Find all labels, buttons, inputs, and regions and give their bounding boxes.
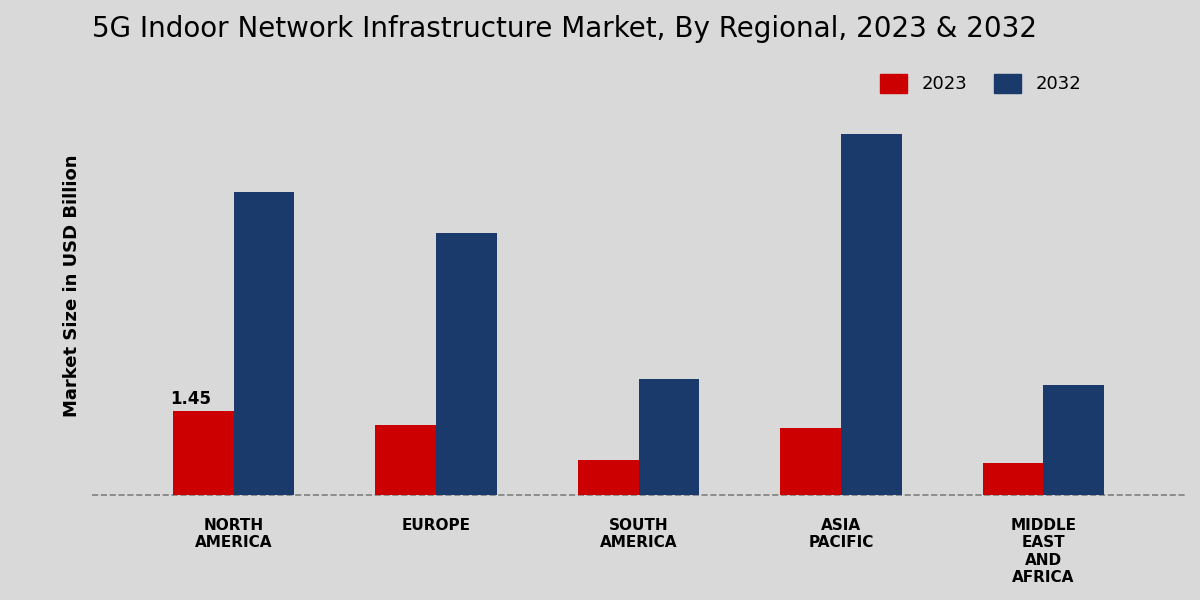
Bar — [234, 192, 294, 496]
Bar — [841, 134, 901, 496]
Legend: 2023, 2032: 2023, 2032 — [872, 67, 1088, 101]
Bar — [983, 463, 1043, 496]
Y-axis label: Market Size in USD Billion: Market Size in USD Billion — [62, 154, 82, 416]
Bar — [1043, 385, 1104, 496]
Bar — [436, 233, 497, 496]
Text: 1.45: 1.45 — [170, 390, 211, 408]
Bar — [638, 379, 700, 496]
Bar — [578, 460, 638, 496]
Text: 5G Indoor Network Infrastructure Market, By Regional, 2023 & 2032: 5G Indoor Network Infrastructure Market,… — [92, 15, 1037, 43]
Bar — [376, 425, 436, 496]
Bar — [780, 428, 841, 496]
Bar — [173, 411, 234, 496]
